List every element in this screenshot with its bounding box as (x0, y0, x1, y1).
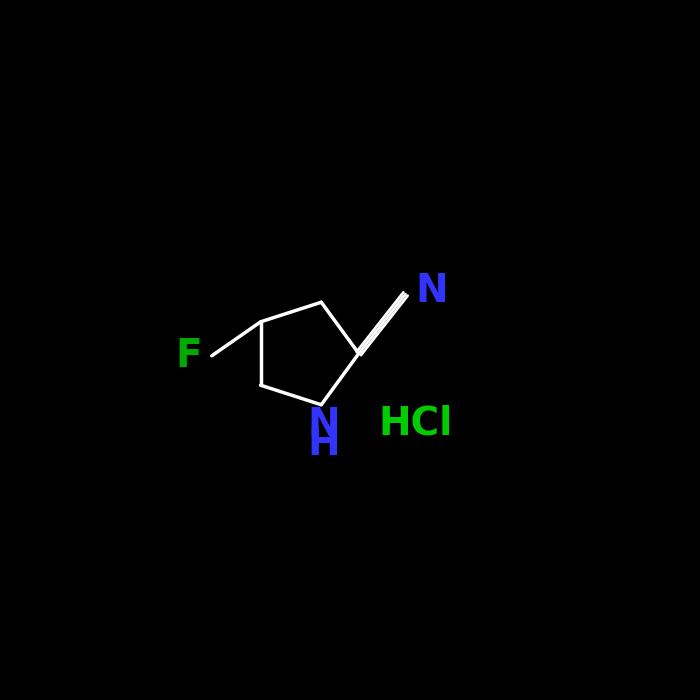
Text: H: H (308, 425, 340, 463)
Text: F: F (175, 337, 202, 374)
Text: N: N (308, 406, 340, 444)
Text: HCl: HCl (378, 405, 453, 442)
Text: N: N (415, 272, 448, 310)
